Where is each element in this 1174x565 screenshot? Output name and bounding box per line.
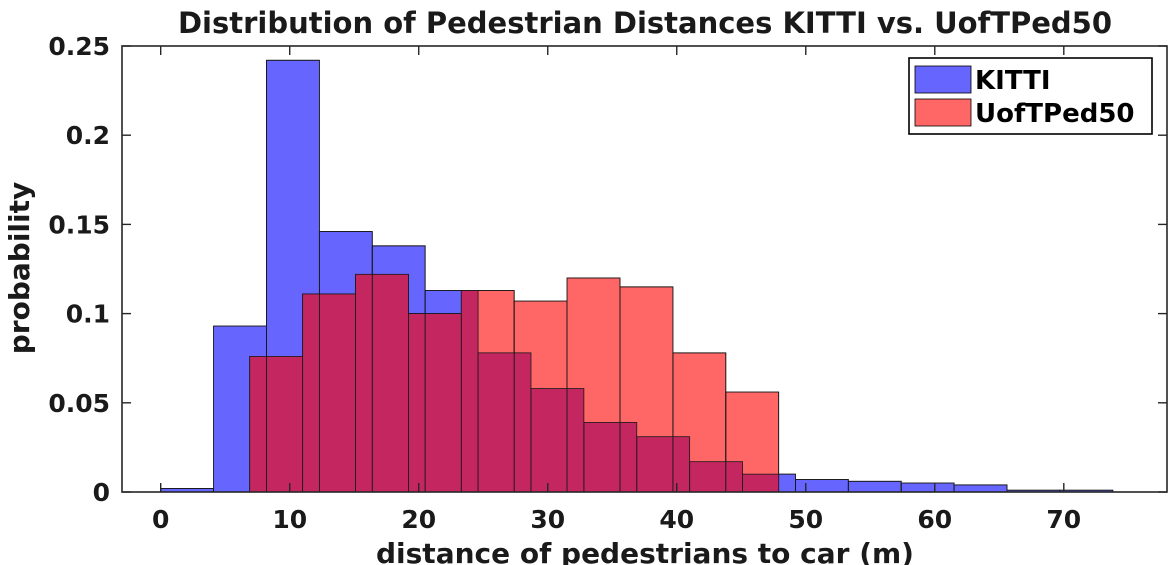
overlap-region-14 — [619, 422, 637, 492]
overlap-region-9 — [478, 352, 515, 492]
x-tick-label-60: 60 — [917, 505, 952, 534]
overlap-region-8 — [461, 290, 479, 492]
overlap-region-17 — [689, 461, 726, 492]
overlap-region-16 — [672, 436, 690, 492]
overlap-region-3 — [319, 293, 356, 492]
y-tick-label-1: 0.05 — [48, 389, 110, 418]
overlap-region-15 — [636, 436, 673, 492]
kitti-bar-15 — [953, 484, 1008, 493]
y-tick-label-3: 0.15 — [48, 210, 110, 239]
kitti-bar-14 — [900, 482, 955, 493]
x-tick-label-50: 50 — [788, 505, 823, 534]
x-tick-label-30: 30 — [530, 505, 565, 534]
chart-title: Distribution of Pedestrian Distances KIT… — [178, 6, 1112, 40]
overlap-region-12 — [567, 388, 584, 492]
overlap-region-4 — [355, 274, 373, 492]
y-tick-label-4: 0.2 — [66, 121, 110, 150]
overlap-region-6 — [408, 313, 426, 492]
legend-swatch-1 — [914, 98, 972, 127]
x-tick-label-20: 20 — [401, 505, 436, 534]
overlap-region-0 — [249, 356, 267, 492]
overlap-region-2 — [302, 293, 320, 492]
legend-label-1: UofTPed50 — [975, 99, 1135, 129]
overlap-region-11 — [530, 388, 568, 492]
y-tick-label-5: 0.25 — [48, 32, 110, 61]
overlap-region-13 — [583, 422, 620, 492]
x-axis-label: distance of pedestrians to car (m) — [376, 537, 914, 565]
overlap-region-7 — [425, 313, 462, 492]
plot-area-frame — [121, 45, 1168, 493]
legend-label-0: KITTI — [975, 66, 1051, 96]
y-tick-label-0: 0 — [93, 478, 110, 507]
x-tick-label-0: 0 — [152, 505, 169, 534]
kitti-bar-12 — [795, 479, 849, 493]
legend-swatch-0 — [914, 65, 972, 94]
y-tick-label-2: 0.1 — [66, 300, 110, 329]
x-tick-label-40: 40 — [659, 505, 694, 534]
kitti-bar-13 — [847, 480, 902, 493]
x-tick-label-70: 70 — [1046, 505, 1081, 534]
x-axis-ticks: 0 10 20 30 40 50 60 70 — [152, 46, 1081, 534]
overlap-region-19 — [742, 474, 779, 492]
overlap-region-18 — [725, 461, 743, 492]
x-tick-label-10: 10 — [272, 505, 307, 534]
y-axis-ticks: 0 0.05 0.1 0.15 0.2 0.25 — [48, 32, 1167, 507]
overlap-region-10 — [514, 352, 531, 492]
overlap-region — [160, 59, 1114, 493]
overlap-region-5 — [372, 274, 409, 492]
overlap-region-1 — [266, 356, 303, 492]
y-axis-label: probability — [3, 182, 36, 355]
